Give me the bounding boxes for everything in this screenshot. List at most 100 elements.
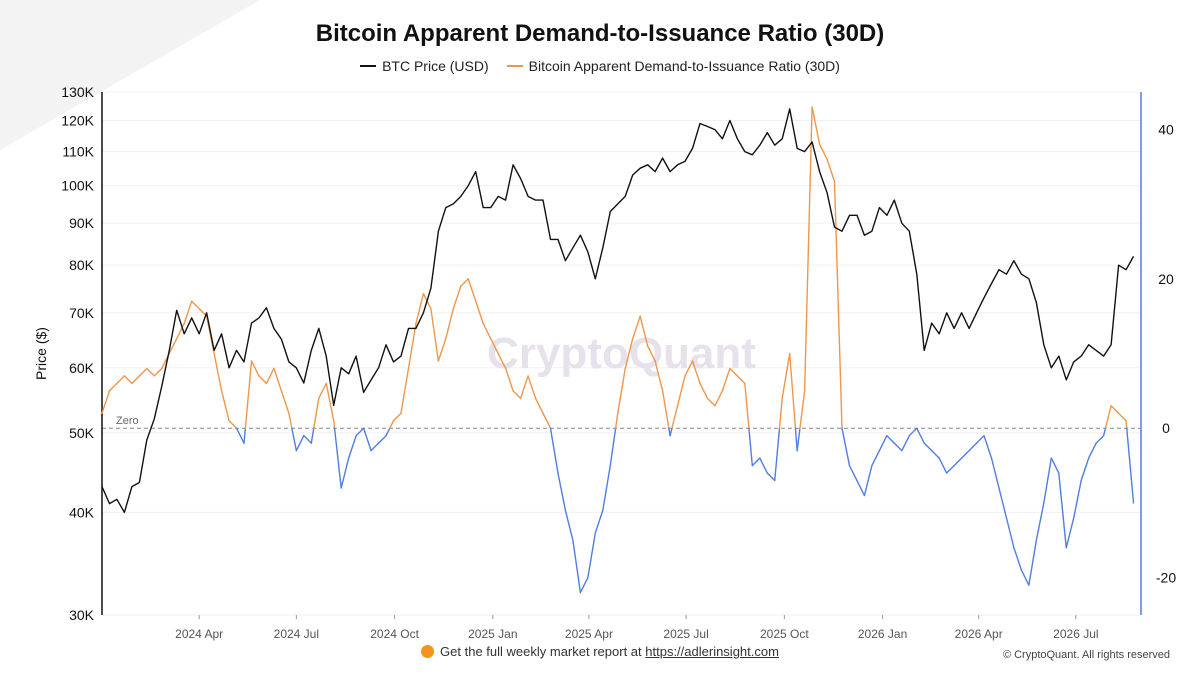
ratio-segment xyxy=(676,375,686,407)
ratio-segment xyxy=(736,375,746,385)
ratio-segment xyxy=(475,300,484,325)
ratio-segment xyxy=(945,464,955,474)
ratio-segment xyxy=(587,532,597,579)
ratio-segment xyxy=(250,360,260,377)
watermark-text: CryptoQuant xyxy=(487,329,756,378)
ratio-segment xyxy=(138,367,148,377)
copyright: © CryptoQuant. All rights reserved xyxy=(1002,649,1170,661)
chart-title: Bitcoin Apparent Demand-to-Issuance Rati… xyxy=(315,20,885,47)
ratio-segment xyxy=(833,180,843,429)
ratio-segment xyxy=(654,360,664,392)
legend-item-ratio[interactable]: Bitcoin Apparent Demand-to-Issuance Rati… xyxy=(506,58,840,74)
x-tick-label: 2024 Oct xyxy=(370,627,419,641)
footer-cta-text: Get the full weekly market report at xyxy=(440,644,642,659)
ratio-segment xyxy=(671,405,679,429)
ratio-segment xyxy=(482,322,492,340)
ratio-segment xyxy=(794,427,798,452)
ratio-segment xyxy=(609,427,617,467)
ratio-segment xyxy=(362,427,372,452)
ratio-segment xyxy=(377,434,387,444)
ratio-segment xyxy=(400,367,410,414)
ratio-segment xyxy=(1035,502,1045,541)
ratio-segment xyxy=(557,472,567,512)
ratio-segment xyxy=(527,375,537,400)
ratio-segment xyxy=(960,449,970,459)
ratio-segment xyxy=(467,278,477,302)
ratio-segment xyxy=(796,427,801,452)
ratio-segment xyxy=(624,337,634,370)
ratio-segment xyxy=(295,434,305,452)
legend-swatch-ratio xyxy=(506,65,523,67)
x-tick-label: 2026 Jul xyxy=(1053,627,1098,641)
ratio-segment xyxy=(1110,405,1120,414)
ratio-segment xyxy=(788,352,797,429)
ratio-segment xyxy=(1013,547,1023,571)
ratio-segment xyxy=(848,464,858,482)
ratio-segment xyxy=(729,367,739,377)
legend-item-price[interactable]: BTC Price (USD) xyxy=(360,58,489,74)
ratio-segment xyxy=(347,434,357,459)
ratio-segment xyxy=(183,300,193,325)
left-tick-label: 70K xyxy=(69,305,95,321)
left-tick-label: 60K xyxy=(69,360,95,376)
ratio-segment xyxy=(168,337,178,355)
ratio-segment xyxy=(908,427,918,437)
ratio-segment xyxy=(385,427,391,437)
ratio-segment xyxy=(901,434,910,452)
ratio-segment xyxy=(938,457,948,474)
ratio-segment xyxy=(878,434,888,452)
corner-decoration xyxy=(0,0,260,150)
ratio-segment xyxy=(1126,427,1135,504)
ratio-segment xyxy=(243,427,247,444)
left-tick-label: 50K xyxy=(69,425,95,441)
ratio-segment xyxy=(153,367,163,377)
ratio-segment xyxy=(370,442,380,452)
legend-swatch-price xyxy=(360,65,377,67)
ratio-segment xyxy=(123,375,133,385)
x-tick-label: 2025 Jan xyxy=(468,627,517,641)
price-line xyxy=(101,108,1135,514)
ratio-segment xyxy=(1102,427,1107,437)
ratio-segment xyxy=(886,434,896,444)
ratio-segment xyxy=(228,420,238,429)
ratio-segment xyxy=(445,307,455,340)
ratio-segment xyxy=(313,397,320,429)
ratio-segment xyxy=(759,457,768,474)
right-tick-label: 20 xyxy=(1158,271,1174,287)
footer-link[interactable]: https://adlerinsight.com xyxy=(645,644,779,659)
ratio-segment xyxy=(744,382,750,429)
ratio-segment xyxy=(617,367,626,414)
x-tick-label: 2025 Oct xyxy=(760,627,809,641)
ratio-segment xyxy=(389,420,395,429)
ratio-segment xyxy=(893,442,903,452)
ratio-segment xyxy=(288,412,293,429)
ratio-segment xyxy=(1005,517,1015,549)
ratio-segment xyxy=(714,390,724,407)
ratio-segment xyxy=(415,293,425,325)
ratio-segment xyxy=(826,158,836,183)
ratio-segment xyxy=(1028,539,1038,586)
ratio-segment xyxy=(213,352,223,392)
x-tick-label: 2026 Jan xyxy=(858,627,907,641)
left-tick-label: 120K xyxy=(61,113,94,129)
ratio-segment xyxy=(706,397,716,407)
ratio-segment xyxy=(841,427,851,467)
ratio-segment xyxy=(101,390,111,414)
ratio-segment xyxy=(1104,405,1112,429)
report-dot-icon xyxy=(421,645,435,658)
ratio-segment xyxy=(265,367,275,385)
left-axis-label: Price ($) xyxy=(33,327,49,380)
ratio-segment xyxy=(190,300,200,310)
ratio-segment xyxy=(534,397,544,414)
ratio-segment xyxy=(602,464,611,512)
left-tick-label: 30K xyxy=(69,607,95,623)
ratio-segment xyxy=(497,352,507,370)
ratio-segment xyxy=(1095,434,1105,444)
ratio-segment xyxy=(542,412,552,429)
ratio-segment xyxy=(774,427,781,482)
ratio-segment xyxy=(549,427,559,474)
ratio-segment xyxy=(871,449,881,467)
ratio-segment xyxy=(699,382,709,400)
zero-line-label: Zero xyxy=(116,415,139,427)
